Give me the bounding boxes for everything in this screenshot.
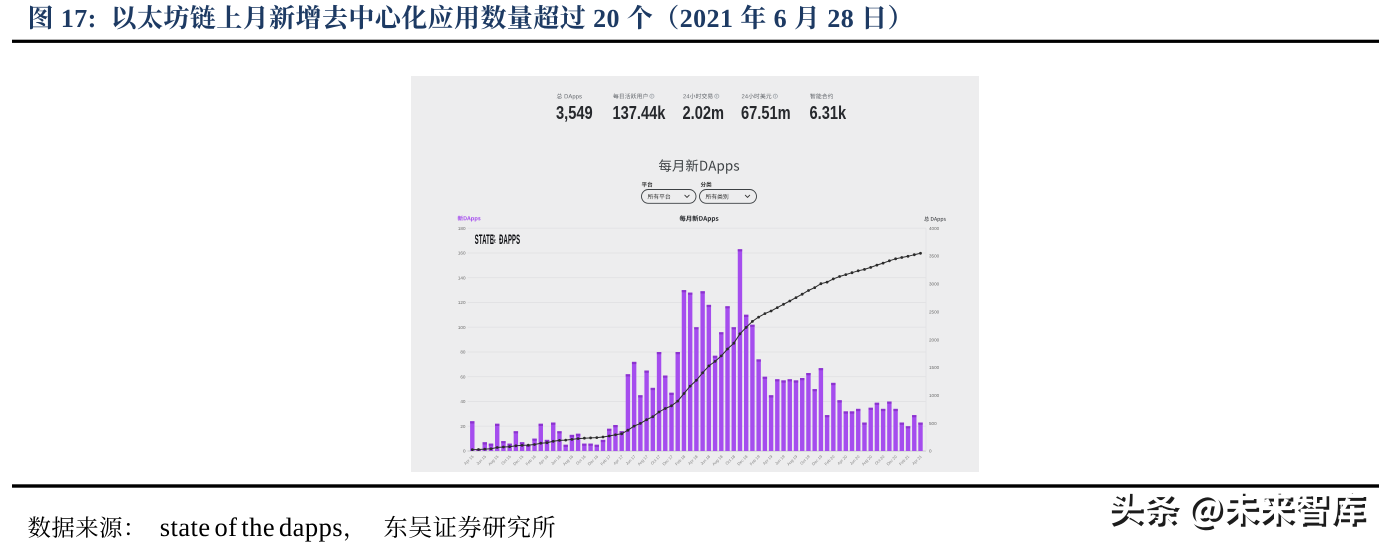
svg-text:ĐAPPS: ĐAPPS	[499, 232, 520, 248]
svg-text:500: 500	[929, 421, 937, 426]
svg-text:THE: THE	[492, 239, 496, 244]
svg-text:40: 40	[460, 399, 466, 404]
svg-text:2500: 2500	[929, 309, 940, 314]
svg-text:180: 180	[458, 226, 466, 231]
svg-text:120: 120	[458, 300, 466, 305]
svg-text:137.44k: 137.44k	[613, 103, 667, 124]
svg-text:4000: 4000	[929, 226, 940, 231]
svg-text:2000: 2000	[929, 337, 940, 342]
svg-text:160: 160	[458, 251, 466, 256]
svg-text:0: 0	[463, 449, 466, 454]
svg-text:1500: 1500	[929, 365, 940, 370]
svg-text:60: 60	[460, 374, 466, 379]
svg-text:OF: OF	[492, 234, 495, 239]
svg-text:1000: 1000	[929, 393, 940, 398]
svg-text:3500: 3500	[929, 254, 940, 259]
svg-text:67.51m: 67.51m	[741, 103, 791, 124]
svg-text:80: 80	[460, 350, 466, 355]
svg-text:100: 100	[458, 325, 466, 330]
svg-text:3000: 3000	[929, 282, 940, 287]
svg-text:2.02m: 2.02m	[683, 103, 724, 124]
svg-text:0: 0	[929, 449, 932, 454]
svg-text:3,549: 3,549	[556, 103, 593, 124]
svg-text:STATE: STATE	[475, 232, 494, 248]
svg-text:20: 20	[460, 424, 466, 429]
svg-text:140: 140	[458, 275, 466, 280]
svg-text:6.31k: 6.31k	[810, 103, 847, 124]
